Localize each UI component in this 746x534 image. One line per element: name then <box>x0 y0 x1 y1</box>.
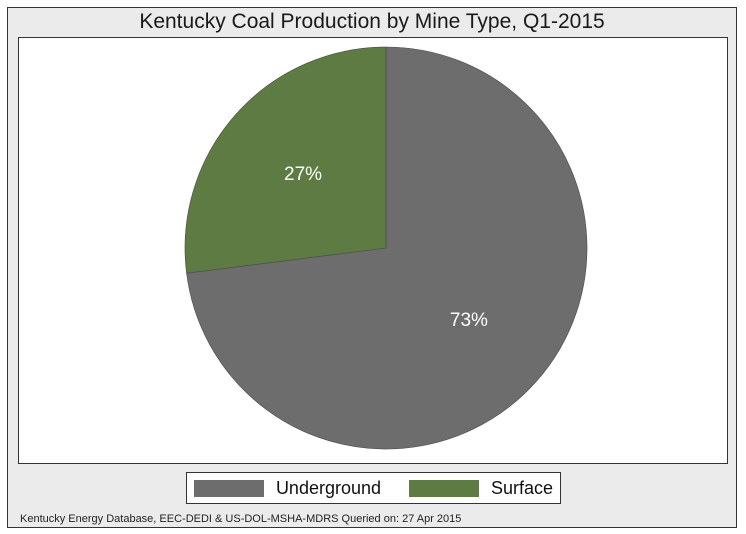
legend: Underground Surface <box>186 472 561 504</box>
pie-slice-underground <box>186 46 588 450</box>
legend-swatch-surface <box>409 479 480 497</box>
legend-label-underground: Underground <box>275 477 382 498</box>
pie-slice-surface <box>184 46 387 274</box>
pie-label-surface: 27% <box>284 164 322 185</box>
legend-item-surface: Surface <box>409 478 553 499</box>
legend-swatch-underground <box>193 479 264 497</box>
pie-label-underground: 73% <box>450 310 488 331</box>
source-note: Kentucky Energy Database, EEC-DEDI & US-… <box>20 513 462 525</box>
legend-label-surface: Surface <box>491 477 554 498</box>
legend-item-underground: Underground <box>193 477 382 499</box>
chart-title: Kentucky Coal Production by Mine Type, Q… <box>139 10 605 33</box>
chart-frame: Kentucky Coal Production by Mine Type, Q… <box>7 7 737 528</box>
pie-chart: 73% 27% <box>184 46 588 450</box>
plot-area: 73% 27% <box>18 37 728 464</box>
